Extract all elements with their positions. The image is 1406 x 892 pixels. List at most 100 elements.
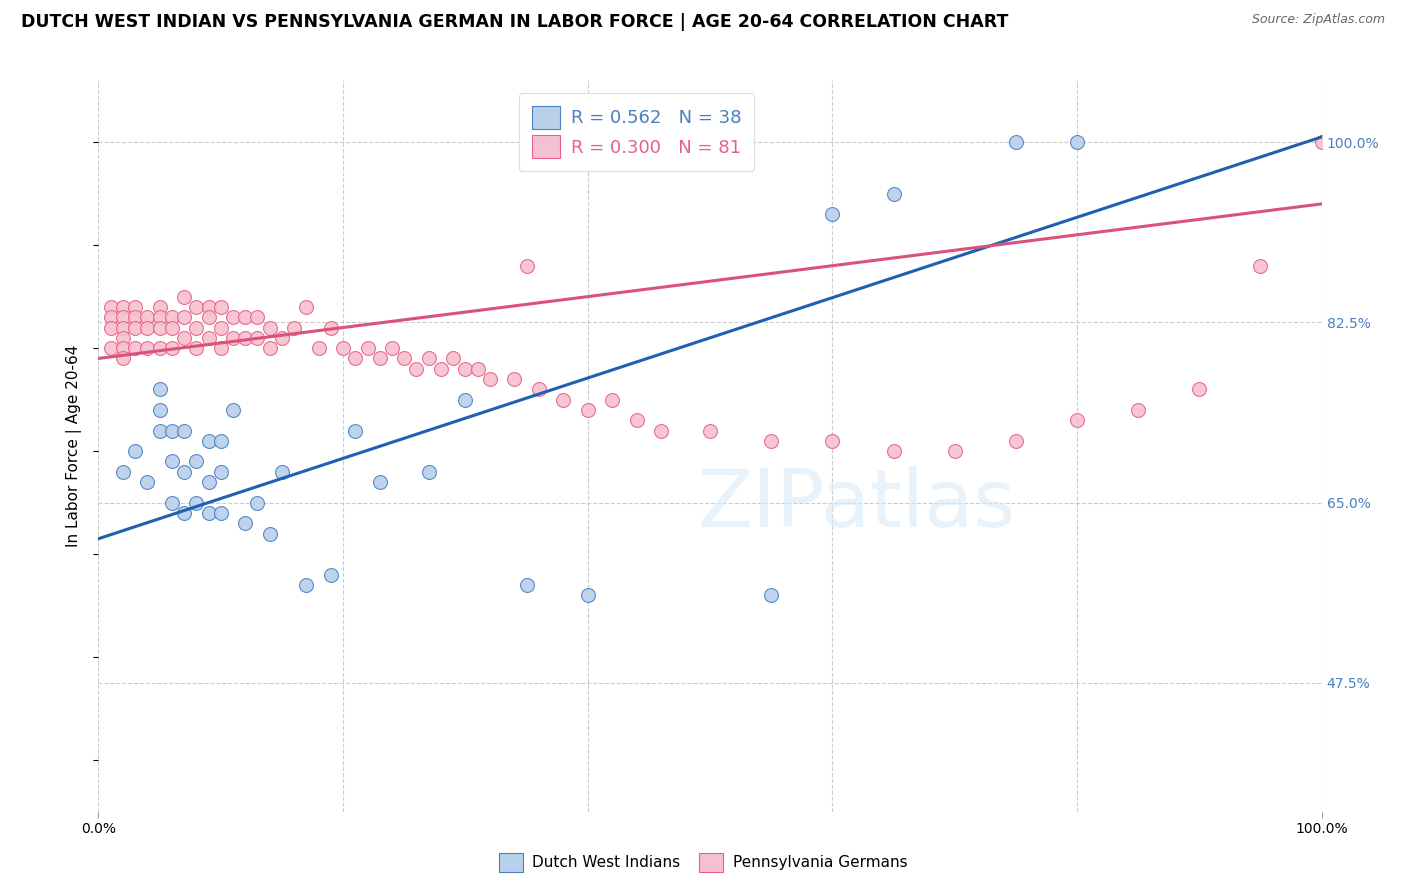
Point (332, 341, 354, 355)
Point (222, 310, 245, 325)
Point (222, 331, 245, 345)
Point (295, 300, 318, 314)
Point (149, 320, 172, 334)
Point (111, 300, 134, 314)
Point (454, 392, 477, 407)
Point (319, 567, 342, 582)
Point (160, 310, 183, 325)
Point (626, 413, 648, 427)
Point (100, 310, 122, 325)
Point (160, 320, 183, 334)
Text: DUTCH WEST INDIAN VS PENNSYLVANIA GERMAN IN LABOR FORCE | AGE 20-64 CORRELATION : DUTCH WEST INDIAN VS PENNSYLVANIA GERMAN… (21, 13, 1008, 31)
Point (197, 475, 219, 489)
Point (197, 331, 219, 345)
Point (368, 475, 391, 489)
Point (295, 578, 318, 592)
Point (344, 351, 367, 366)
Point (173, 424, 195, 438)
Point (1004, 135, 1026, 149)
Point (761, 588, 783, 602)
Point (197, 434, 219, 448)
Point (124, 300, 146, 314)
Point (186, 300, 208, 314)
Point (233, 516, 256, 531)
Point (160, 496, 183, 510)
Point (149, 300, 172, 314)
Point (173, 506, 195, 520)
Point (1066, 413, 1088, 427)
Point (821, 434, 844, 448)
Point (209, 300, 232, 314)
Point (149, 310, 172, 325)
Point (111, 331, 134, 345)
Point (344, 424, 367, 438)
Point (418, 351, 440, 366)
Point (160, 424, 183, 438)
Point (1188, 382, 1211, 396)
Point (246, 331, 269, 345)
Point (209, 465, 232, 479)
Point (1128, 403, 1150, 417)
Point (883, 186, 905, 201)
Point (111, 320, 134, 334)
Point (149, 424, 172, 438)
Point (111, 351, 134, 366)
Point (197, 300, 219, 314)
Point (124, 310, 146, 325)
Point (430, 361, 453, 376)
Point (259, 526, 281, 541)
Point (160, 341, 183, 355)
Point (209, 506, 232, 520)
Point (699, 424, 721, 438)
Point (319, 320, 342, 334)
Point (124, 341, 146, 355)
Legend: Dutch West Indians, Pennsylvania Germans: Dutch West Indians, Pennsylvania Germans (491, 845, 915, 880)
Point (222, 403, 245, 417)
Point (650, 424, 672, 438)
Point (527, 382, 550, 396)
Point (1310, 135, 1333, 149)
Point (441, 351, 464, 366)
Point (173, 331, 195, 345)
Point (576, 403, 599, 417)
Point (405, 361, 427, 376)
Point (576, 588, 599, 602)
Point (270, 465, 294, 479)
Point (454, 361, 477, 376)
Point (173, 290, 195, 304)
Point (478, 372, 501, 386)
Point (160, 454, 183, 468)
Point (209, 434, 232, 448)
Point (356, 341, 378, 355)
Point (100, 320, 122, 334)
Point (761, 434, 783, 448)
Point (368, 351, 391, 366)
Point (515, 578, 537, 592)
Point (197, 310, 219, 325)
Text: Source: ZipAtlas.com: Source: ZipAtlas.com (1251, 13, 1385, 27)
Point (100, 341, 122, 355)
Point (186, 454, 208, 468)
Point (503, 372, 526, 386)
Point (173, 465, 195, 479)
Point (259, 320, 281, 334)
Point (1249, 259, 1271, 273)
Point (111, 465, 134, 479)
Point (111, 310, 134, 325)
Point (283, 320, 305, 334)
Point (149, 403, 172, 417)
Point (553, 392, 575, 407)
Point (308, 341, 330, 355)
Point (1004, 434, 1026, 448)
Point (467, 361, 489, 376)
Point (821, 207, 844, 221)
Point (209, 341, 232, 355)
Point (197, 506, 219, 520)
Point (392, 351, 416, 366)
Point (209, 320, 232, 334)
Point (600, 392, 623, 407)
Point (124, 320, 146, 334)
Point (111, 341, 134, 355)
Point (515, 259, 537, 273)
Point (883, 444, 905, 458)
